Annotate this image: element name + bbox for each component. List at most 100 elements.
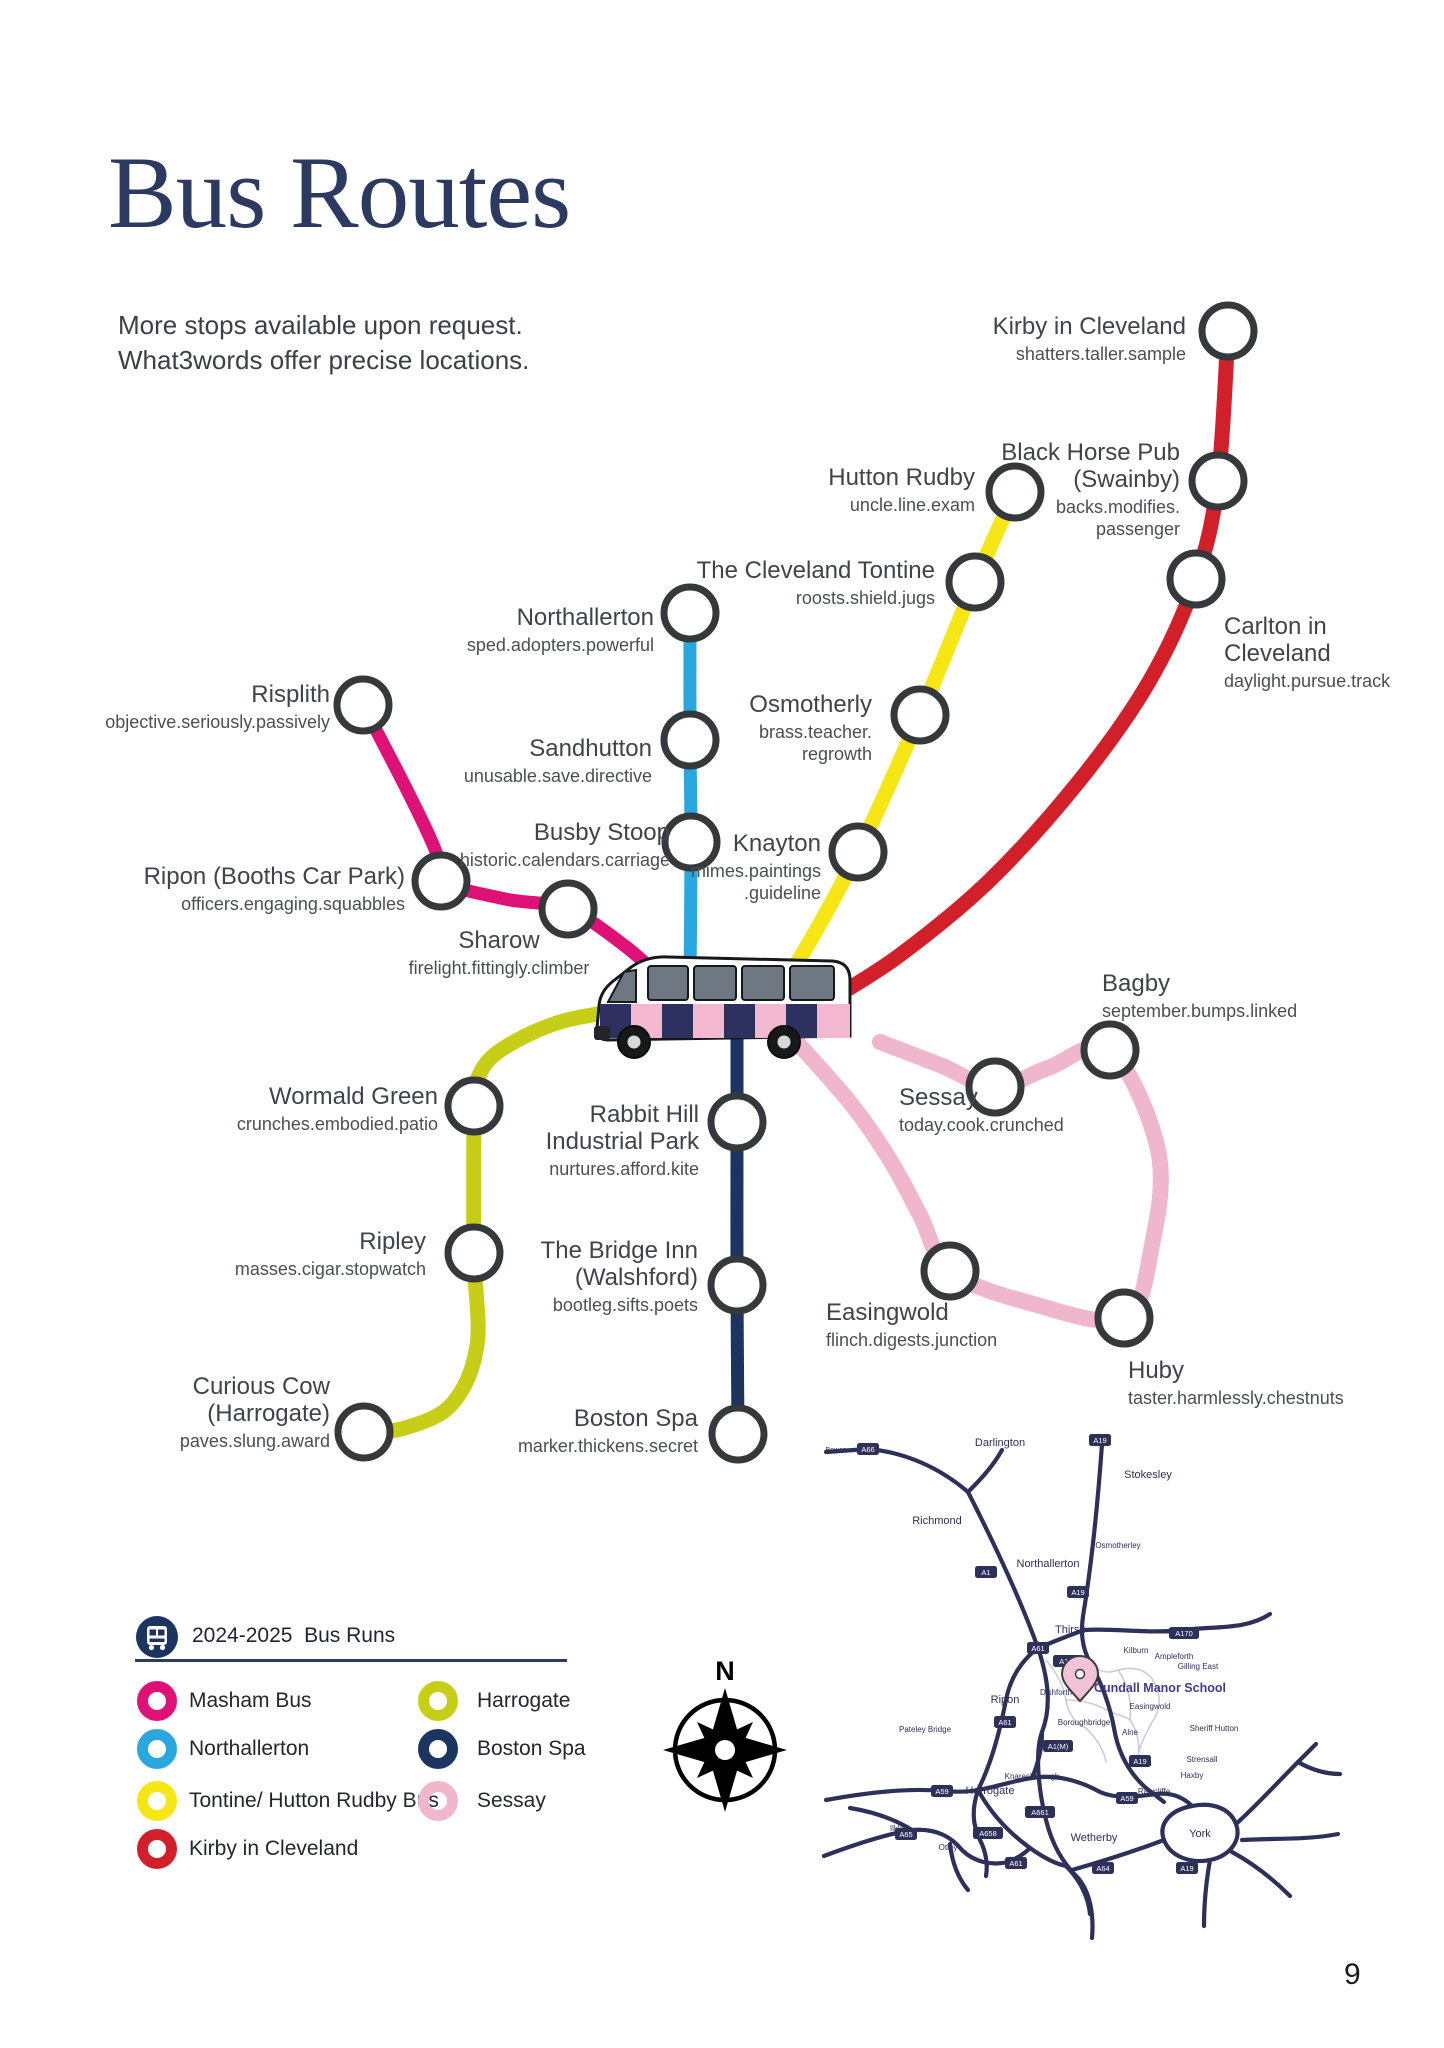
stop-label-cleveland-tontine: The Cleveland Tontine: [697, 557, 935, 584]
inset-road-badge-text: A64: [1096, 1864, 1109, 1873]
stop-labels: Kirby in Cleveland shatters.taller.sample…: [105, 313, 1391, 1456]
inset-road-badge-box: [1027, 1642, 1049, 1654]
inset-town-label: Osmotherley: [1095, 1541, 1140, 1550]
inset-road-badge-text: A19: [1093, 1436, 1106, 1445]
inset-town-label: Gilling East: [1178, 1662, 1219, 1671]
stop-w3w-ripley: masses.cigar.stopwatch: [235, 1259, 426, 1279]
inset-main-roads: [821, 1441, 1343, 1941]
inset-town-label: Wetherby: [1071, 1832, 1118, 1844]
stop-label-kirby-in-cleveland: Kirby in Cleveland: [993, 313, 1186, 340]
stop-circle-bagby: [1080, 1020, 1140, 1080]
inset-road-badge-text: A61: [998, 1718, 1011, 1727]
bus-window: [741, 965, 785, 1001]
inset-road-badge-box: [931, 1785, 953, 1797]
stop-w3w-curious-cow: paves.slung.award: [180, 1431, 330, 1451]
inset-road-badge-box: [973, 1827, 1003, 1839]
stop-label-osmotherly: Osmotherly: [749, 691, 872, 718]
stop-label-huby: Huby: [1128, 1357, 1184, 1384]
inset-road-badge-box: [1089, 1434, 1111, 1446]
page-title: Bus Routes: [108, 136, 571, 250]
inset-road-badge: A59: [931, 1785, 953, 1797]
inset-road-badge: A661: [1025, 1806, 1055, 1818]
inset-road-badge-box: [895, 1828, 917, 1840]
inset-road-badge-text: A19: [1133, 1757, 1146, 1766]
stop-label-curious-cow: Curious Cow (Harrogate): [193, 1373, 331, 1427]
school-name-label: Cundall Manor School: [1094, 1681, 1226, 1695]
inset-town-label: Dishforth: [1040, 1688, 1072, 1697]
compass-north-label: N: [715, 1656, 735, 1686]
inset-road-badge-box: [1043, 1740, 1073, 1752]
inset-town-label: Northallerton: [1017, 1558, 1080, 1570]
stop-circle-ripon-booths: [411, 851, 471, 911]
inset-road-badge: A19: [1067, 1586, 1089, 1598]
inset-road-badge-text: A19: [1180, 1864, 1193, 1873]
inset-road-badge: A66: [857, 1443, 879, 1455]
stop-circle-knayton: [828, 822, 888, 882]
stop-circle-hutton-rudby: [985, 462, 1045, 522]
bus-wheel-hub: [777, 1035, 791, 1049]
route-line-boston-spa: [730, 1033, 745, 1441]
inset-road-badge-box: [857, 1443, 879, 1455]
inset-town-label: Thirsk: [1055, 1624, 1085, 1636]
stop-w3w-busby-stoop: historic.calendars.carriage: [460, 850, 670, 870]
stop-w3w-rabbit-hill: nurtures.afford.kite: [549, 1159, 699, 1179]
stop-w3w-hutton-rudby: uncle.line.exam: [850, 495, 975, 515]
inset-town-label: Harrogate: [966, 1785, 1015, 1797]
stop-w3w-sandhutton: unusable.save.directive: [464, 766, 652, 786]
stop-label-wormald-green: Wormald Green: [269, 1083, 438, 1110]
stop-circle-northallerton: [660, 583, 720, 643]
stop-label-boston-spa: Boston Spa: [574, 1405, 699, 1432]
stop-w3w-black-horse-pub: backs.modifies. passenger: [1056, 497, 1180, 539]
inset-road-badge-box: [1005, 1857, 1027, 1869]
stop-circle-sharow: [538, 879, 598, 939]
inset-town-label: Easingwold: [1130, 1702, 1171, 1711]
inset-road-badge: A658: [973, 1827, 1003, 1839]
inset-town-label: Darlington: [975, 1437, 1025, 1449]
route-line-kirby: [822, 323, 1236, 1008]
inset-road-badge: A19: [1089, 1434, 1111, 1446]
inset-road-badge: A65: [895, 1828, 917, 1840]
inset-town-label: Rawcliffe: [1138, 1787, 1171, 1796]
inset-road-badge-text: A66: [861, 1445, 874, 1454]
stop-label-carlton-in-cleveland: Carlton in Cleveland: [1224, 613, 1331, 667]
inset-road-badge-box: [1025, 1806, 1055, 1818]
stop-circle-rabbit-hill: [707, 1092, 767, 1152]
inset-town-label: Pateley Bridge: [899, 1725, 952, 1734]
subtitle: More stops available upon request. What3…: [118, 308, 529, 379]
inset-road-badge: A59: [1116, 1792, 1138, 1804]
school-minibus-illustration: [594, 955, 852, 1059]
page-number: 9: [1344, 1958, 1361, 1991]
inset-road-badge-box: [1176, 1862, 1198, 1874]
stop-label-busby-stoop: Busby Stoop: [534, 819, 670, 846]
stop-label-easingwold: Easingwold: [826, 1299, 949, 1326]
subtitle-line-2: What3words offer precise locations.: [118, 345, 530, 376]
stop-label-ripley: Ripley: [359, 1228, 426, 1255]
inset-road-badge: A19: [1176, 1862, 1198, 1874]
bus-window: [647, 965, 689, 1001]
bus-bumper: [594, 1026, 610, 1040]
inset-town-labels: Bowes Darlington Stokesley Richmond Osmother…: [825, 1437, 1238, 1852]
inset-road-badge-text: A170: [1175, 1629, 1193, 1638]
inset-road-badge: A1(M): [1043, 1740, 1073, 1752]
stop-w3w-ripon-booths: officers.engaging.squabbles: [181, 894, 405, 914]
bus-window: [789, 965, 835, 1001]
stop-label-risplith: Risplith: [251, 681, 330, 708]
stop-w3w-northallerton: sped.adopters.powerful: [467, 635, 654, 655]
stop-circle-sandhutton: [660, 710, 720, 770]
inset-road-badge: A61: [994, 1716, 1016, 1728]
inset-town-label: Ripon: [991, 1694, 1020, 1706]
inset-road-badge-text: A661: [1031, 1808, 1049, 1817]
inset-town-label: Richmond: [912, 1515, 962, 1527]
bus-stripe-cell: [662, 1004, 693, 1038]
inset-road-badge: A170: [1169, 1627, 1199, 1639]
inset-town-label: Alne: [1122, 1728, 1139, 1737]
inset-road-badge: A64: [1092, 1862, 1114, 1874]
stop-w3w-huby: taster.harmlessly.chestnuts: [1128, 1388, 1344, 1408]
stop-circle-busby-stoop: [661, 812, 721, 872]
inset-road-badge: A61: [1005, 1857, 1027, 1869]
bus-stripe-cell: [817, 1004, 850, 1038]
inset-road-badge-box: [1067, 1586, 1089, 1598]
inset-town-label: Otley: [939, 1843, 958, 1852]
inset-town-label: Bowes: [825, 1447, 847, 1454]
